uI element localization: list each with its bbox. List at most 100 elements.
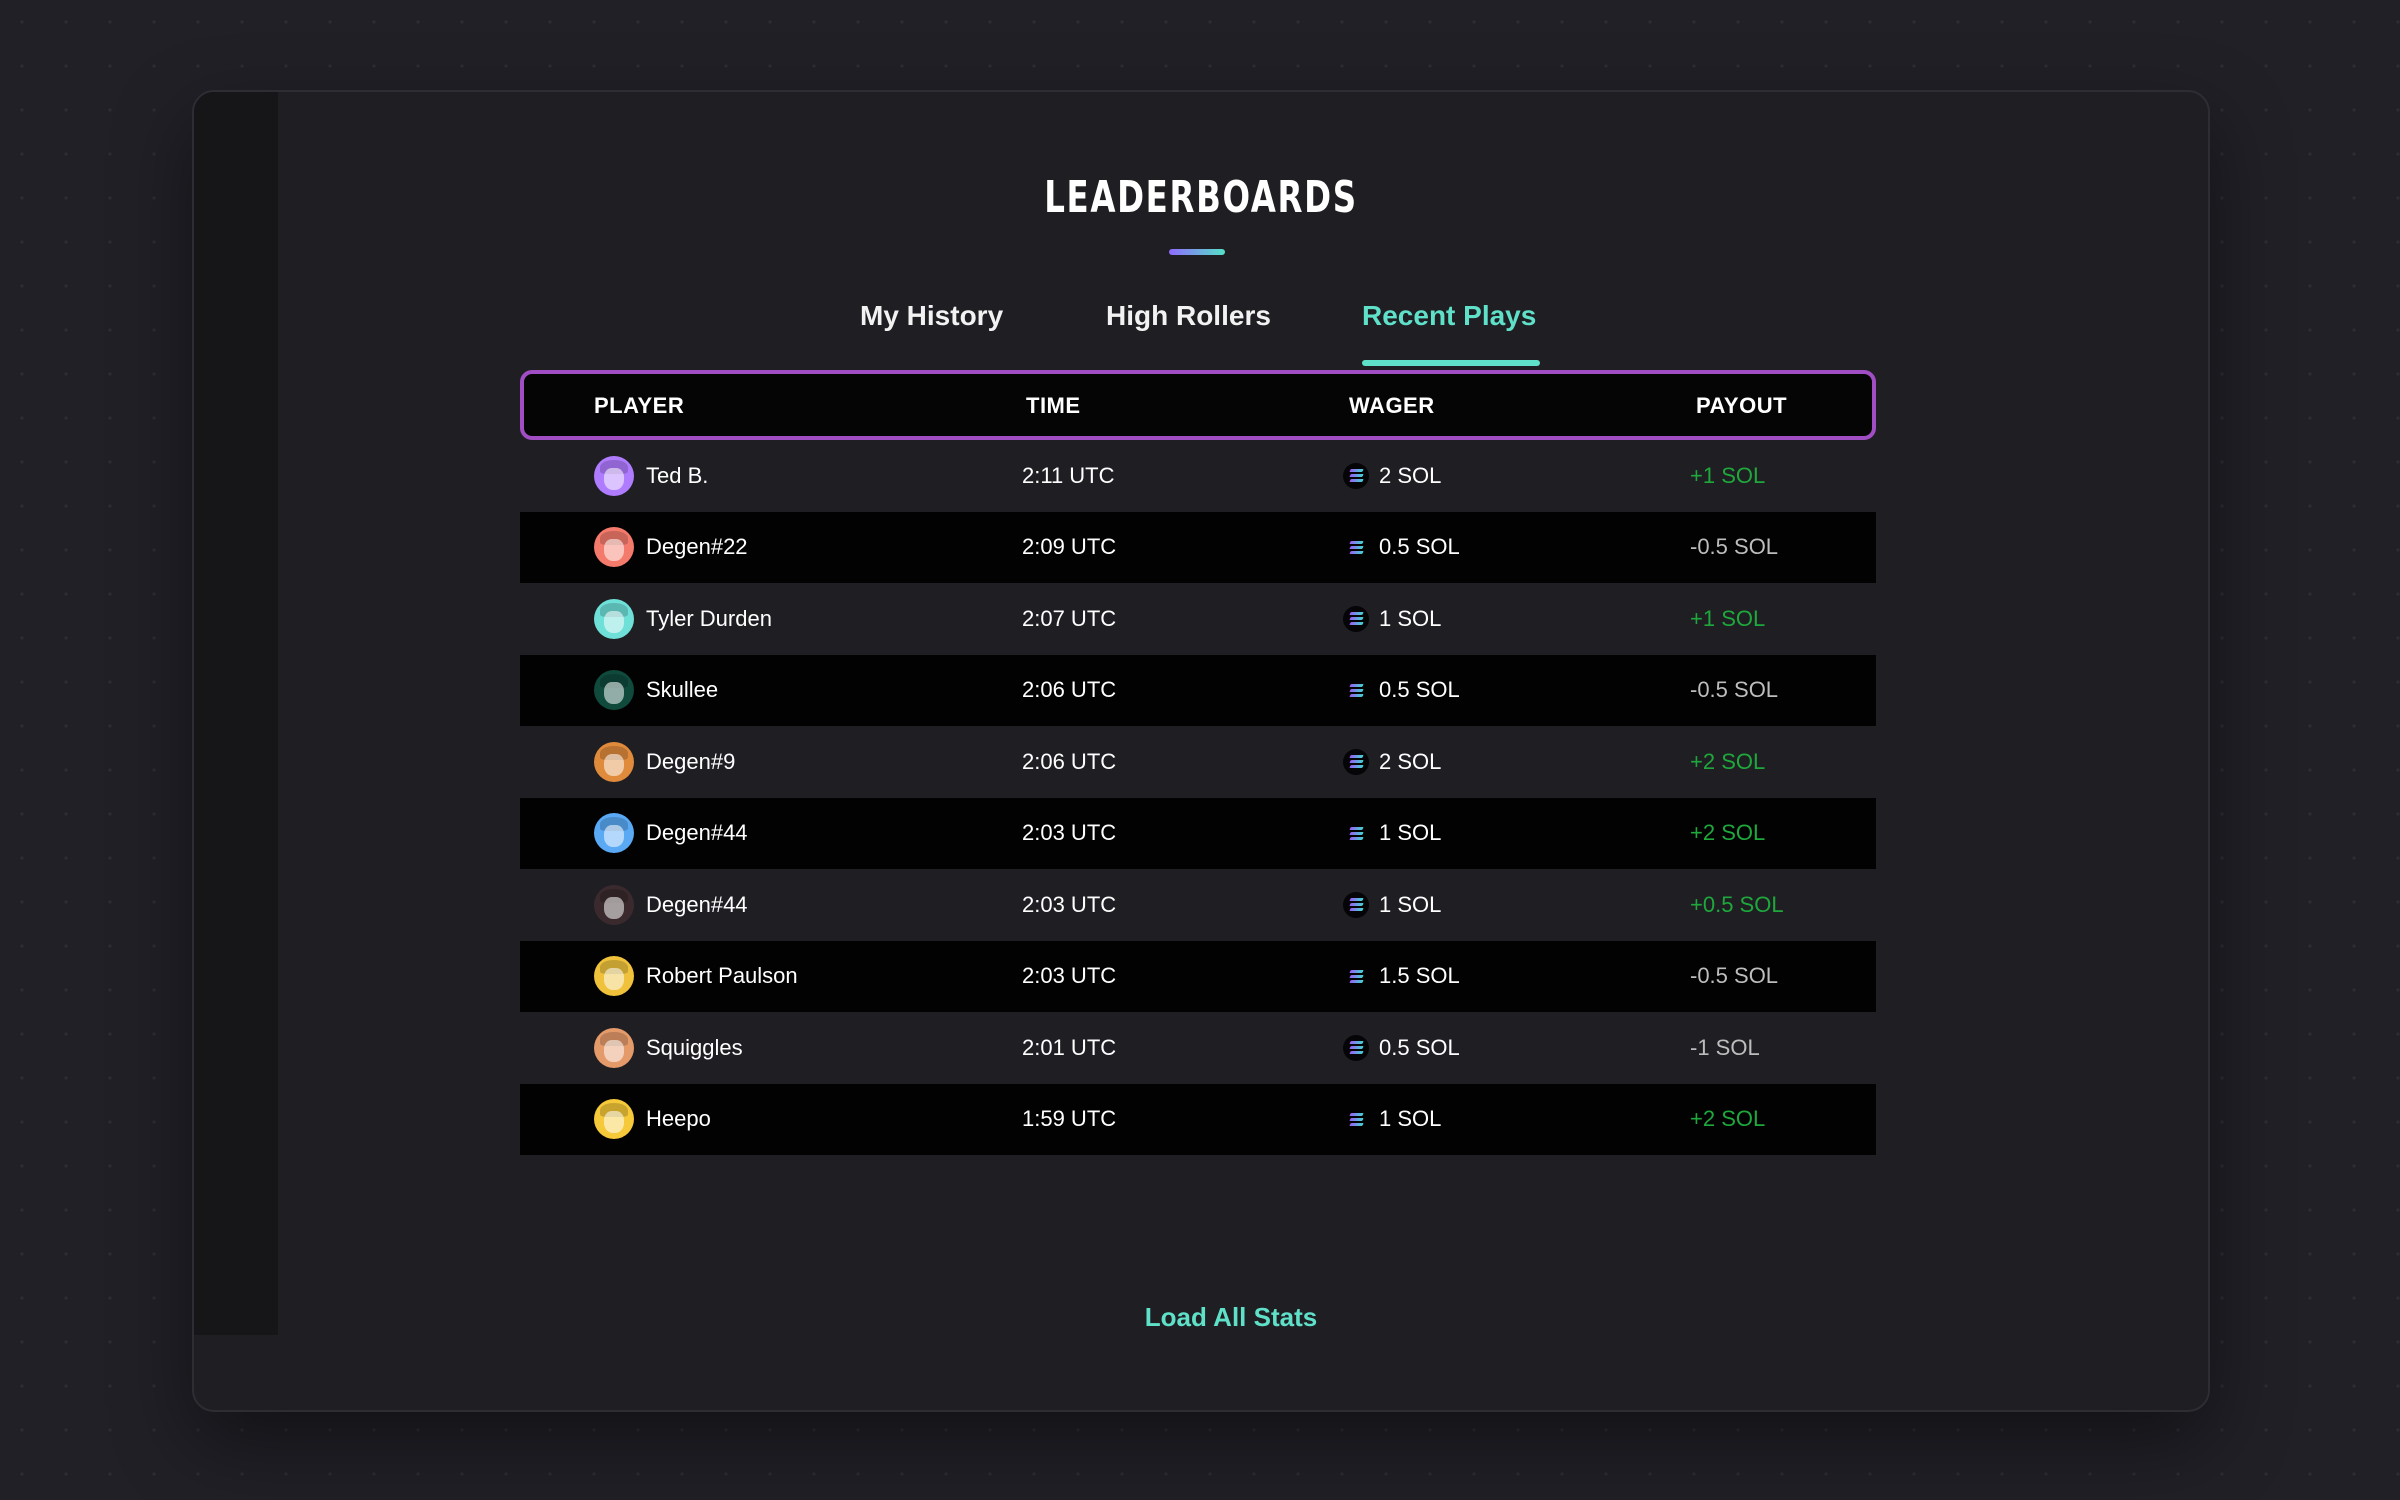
avatar [594,884,634,925]
wager-amount: 1 SOL [1379,820,1442,846]
wager-cell: 2 SOL [1343,440,1441,512]
time-cell: 2:03 UTC [1022,869,1116,941]
time-cell: 2:01 UTC [1022,1012,1116,1084]
time-cell: 2:06 UTC [1022,726,1116,798]
avatar [594,1099,634,1140]
avatar [594,813,634,854]
table-row: Robert Paulson 2:03 UTC 1.5 SOL -0.5 SOL [520,940,1876,1013]
payout-cell: -0.5 SOL [1690,941,1778,1013]
player-name: Degen#9 [646,748,736,774]
recent-plays-table: PLAYER TIME WAGER PAYOUT Ted B. 2:11 UTC 2… [520,370,1876,1155]
player-name: Degen#22 [646,534,748,560]
time-cell: 2:09 UTC [1022,512,1116,584]
wager-amount: 1 SOL [1379,1106,1442,1132]
time-cell: 2:07 UTC [1022,583,1116,655]
player-name: Squiggles [646,1034,743,1060]
payout-amount: +2 SOL [1690,1106,1766,1132]
page-title: LEADERBOARDS [1044,172,1358,223]
payout-cell: +2 SOL [1690,726,1765,798]
sidebar-strip [194,92,278,1335]
player-name: Degen#44 [646,891,748,917]
solana-icon [1343,462,1369,489]
table-row: Heepo 1:59 UTC 1 SOL +2 SOL [520,1083,1876,1156]
solana-icon [1343,748,1369,775]
payout-cell: +0.5 SOL [1690,869,1784,941]
avatar [594,741,634,782]
play-time: 2:03 UTC [1022,820,1117,846]
payout-amount: -0.5 SOL [1690,534,1779,560]
wager-cell: 1 SOL [1343,869,1441,941]
table-body: Ted B. 2:11 UTC 2 SOL +1 SOL Degen#22 2:09 UT… [520,440,1876,1155]
play-time: 2:03 UTC [1022,963,1117,989]
avatar [594,598,634,639]
player-name: Ted B. [646,462,709,488]
solana-icon [1343,605,1369,632]
avatar [594,1027,634,1068]
load-all-stats-link[interactable]: Load All Stats [194,1302,2208,1333]
table-header: PLAYER TIME WAGER PAYOUT [520,370,1876,440]
player-name: Heepo [646,1106,711,1132]
wager-cell: 0.5 SOL [1343,1012,1460,1084]
payout-cell: +1 SOL [1690,440,1765,512]
table-row: Degen#9 2:06 UTC 2 SOL +2 SOL [520,726,1876,798]
wager-amount: 1.5 SOL [1379,963,1460,989]
payout-cell: +1 SOL [1690,583,1765,655]
payout-cell: +2 SOL [1690,1084,1765,1156]
table-row: Ted B. 2:11 UTC 2 SOL +1 SOL [520,440,1876,512]
active-tab-indicator [1362,360,1540,366]
player-cell: Robert Paulson [594,941,798,1013]
wager-amount: 1 SOL [1379,605,1442,631]
solana-icon [1343,963,1369,989]
play-time: 2:06 UTC [1022,677,1117,703]
load-all-stats-label[interactable]: Load All Stats [1144,1302,1318,1332]
play-time: 2:11 UTC [1022,462,1115,488]
wager-cell: 1 SOL [1343,1084,1441,1156]
payout-amount: -0.5 SOL [1690,677,1779,703]
avatar [594,670,634,711]
play-time: 2:03 UTC [1022,891,1117,917]
solana-icon [1343,1106,1369,1132]
wager-cell: 0.5 SOL [1343,655,1460,727]
play-time: 2:07 UTC [1022,605,1117,631]
play-time: 1:59 UTC [1022,1106,1117,1132]
wager-cell: 1.5 SOL [1343,941,1460,1013]
payout-cell: +2 SOL [1690,798,1765,870]
column-header-wager: WAGER [1349,393,1435,418]
payout-cell: -0.5 SOL [1690,512,1778,584]
player-cell: Degen#9 [594,726,735,798]
player-cell: Skullee [594,655,718,727]
column-header-time: TIME [1026,393,1081,418]
wager-amount: 0.5 SOL [1379,1034,1460,1060]
play-time: 2:01 UTC [1022,1034,1117,1060]
player-name: Tyler Durden [646,605,772,631]
column-header-player: PLAYER [594,393,685,418]
time-cell: 2:06 UTC [1022,655,1116,727]
table-row: Tyler Durden 2:07 UTC 1 SOL +1 SOL [520,583,1876,655]
play-time: 2:09 UTC [1022,534,1117,560]
payout-amount: -0.5 SOL [1690,963,1779,989]
wager-cell: 0.5 SOL [1343,512,1460,584]
table-row: Squiggles 2:01 UTC 0.5 SOL -1 SOL [520,1012,1876,1084]
wager-amount: 0.5 SOL [1379,534,1460,560]
table-row: Skullee 2:06 UTC 0.5 SOL -0.5 SOL [520,654,1876,727]
wager-amount: 2 SOL [1379,462,1442,488]
table-row: Degen#44 2:03 UTC 1 SOL +0.5 SOL [520,869,1876,941]
time-cell: 2:03 UTC [1022,941,1116,1013]
tab-my-history[interactable]: My History [860,300,1004,331]
solana-icon [1343,1034,1369,1061]
player-cell: Degen#44 [594,798,748,870]
player-cell: Ted B. [594,440,708,512]
wager-amount: 0.5 SOL [1379,677,1460,703]
title-underline [1169,249,1225,255]
solana-icon [1343,534,1369,560]
wager-amount: 1 SOL [1379,891,1442,917]
wager-cell: 1 SOL [1343,798,1441,870]
avatar [594,956,634,997]
leaderboard-panel: LEADERBOARDS My History High Rollers Rec… [192,90,2210,1412]
payout-amount: +1 SOL [1690,605,1766,631]
time-cell: 1:59 UTC [1022,1084,1116,1156]
tab-recent-plays[interactable]: Recent Plays [1362,300,1537,331]
time-cell: 2:11 UTC [1022,440,1115,512]
tab-high-rollers[interactable]: High Rollers [1106,300,1271,331]
player-cell: Degen#44 [594,869,748,941]
